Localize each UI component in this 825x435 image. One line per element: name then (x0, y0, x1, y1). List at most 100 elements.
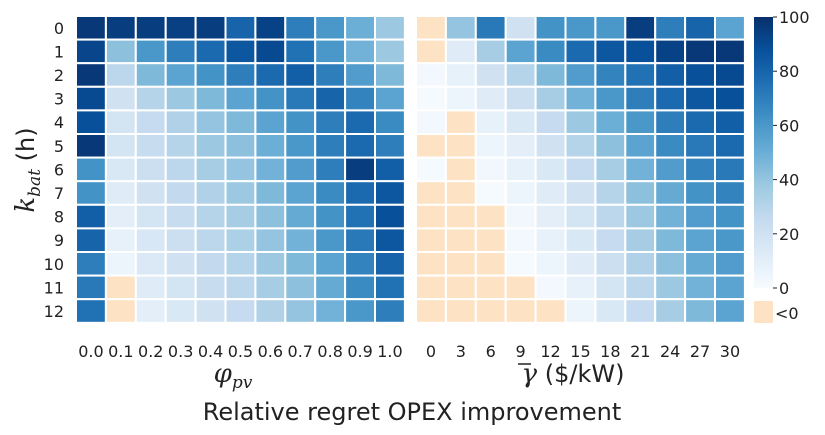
right-cell-r5-c7 (624, 133, 657, 159)
left-cell-r8-c9 (344, 203, 377, 230)
right-cell-r12-c2 (474, 298, 507, 324)
colorbar-tick-label: 40 (779, 171, 799, 190)
left-cell-r0-c7 (284, 15, 317, 41)
right-cell-r4-c9 (684, 109, 716, 136)
left-cell-r0-c9 (344, 15, 377, 41)
right-cell-r3-c4 (534, 85, 567, 112)
left-cell-r3-c2 (134, 85, 167, 112)
left-cell-r4-c10 (374, 109, 406, 136)
left-cell-r0-c10 (374, 15, 406, 41)
left-cell-r7-c0 (75, 180, 107, 206)
colorbar-tick-label: 60 (779, 116, 799, 135)
left-cell-r12-c9 (344, 298, 377, 324)
left-cell-r5-c6 (254, 133, 287, 159)
right-cell-r0-c8 (654, 15, 687, 41)
right-cell-r5-c2 (474, 133, 507, 159)
row-tick-label: 6 (54, 160, 64, 179)
right-cell-r12-c5 (564, 298, 597, 324)
left-cell-r12-c7 (284, 298, 317, 324)
left-cell-r3-c0 (75, 85, 107, 112)
left-cell-r5-c10 (374, 133, 406, 159)
left-cell-r11-c7 (284, 274, 317, 301)
right-cell-r0-c3 (504, 15, 537, 41)
left-cell-r9-c10 (374, 227, 406, 253)
left-cell-r7-c9 (344, 180, 377, 206)
left-cell-r7-c10 (374, 180, 406, 206)
right-cell-r11-c5 (564, 274, 597, 301)
right-cell-r12-c4 (534, 298, 567, 324)
left-cell-r6-c3 (164, 156, 197, 183)
left-x-axis-label: φpv (214, 359, 253, 393)
left-cell-r2-c10 (374, 62, 406, 88)
right-cell-r10-c5 (564, 251, 597, 277)
left-column-tick-label: 0.0 (78, 342, 103, 361)
left-cell-r6-c2 (134, 156, 167, 183)
left-cell-r8-c2 (134, 203, 167, 230)
left-cell-r12-c5 (224, 298, 257, 324)
right-cell-r7-c8 (654, 180, 687, 206)
left-cell-r1-c4 (194, 38, 227, 65)
right-cell-r4-c4 (534, 109, 567, 136)
left-cell-r1-c2 (134, 38, 167, 65)
left-column-tick-label: 0.5 (228, 342, 253, 361)
row-tick-label: 12 (44, 302, 64, 321)
left-cell-r10-c8 (314, 251, 347, 277)
right-cell-r6-c6 (594, 156, 627, 183)
left-cell-r12-c8 (314, 298, 347, 324)
right-cell-r6-c4 (534, 156, 567, 183)
right-cell-r12-c3 (504, 298, 537, 324)
left-x-axis-label-sub: pv (232, 373, 253, 393)
right-cell-r11-c7 (624, 274, 657, 301)
left-cell-r9-c1 (104, 227, 137, 253)
right-cell-r0-c0 (415, 15, 447, 41)
left-cell-r11-c10 (374, 274, 406, 301)
right-cell-r7-c6 (594, 180, 627, 206)
right-cell-r11-c6 (594, 274, 627, 301)
right-cell-r9-c4 (534, 227, 567, 253)
right-cell-r2-c3 (504, 62, 537, 88)
left-cell-r5-c4 (194, 133, 227, 159)
right-cell-r12-c6 (594, 298, 627, 324)
left-cell-r4-c6 (254, 109, 287, 136)
left-cell-r8-c3 (164, 203, 197, 230)
left-cell-r2-c1 (104, 62, 137, 88)
left-cell-r11-c4 (194, 274, 227, 301)
left-cell-r9-c3 (164, 227, 197, 253)
left-cell-r9-c9 (344, 227, 377, 253)
right-cell-r3-c6 (594, 85, 627, 112)
left-cell-r2-c2 (134, 62, 167, 88)
left-cell-r10-c5 (224, 251, 257, 277)
left-cell-r3-c6 (254, 85, 287, 112)
right-cell-r3-c3 (504, 85, 537, 112)
right-column-tick-label: 27 (690, 342, 710, 361)
right-cell-r8-c1 (444, 203, 477, 230)
left-cell-r6-c8 (314, 156, 347, 183)
right-column-tick-label: 30 (720, 342, 740, 361)
left-column-tick-label: 1.0 (377, 342, 402, 361)
row-tick-label: 10 (44, 255, 64, 274)
right-cell-r1-c1 (444, 38, 477, 65)
right-cell-r9-c10 (714, 227, 746, 253)
left-cell-r7-c5 (224, 180, 257, 206)
right-cell-r8-c10 (714, 203, 746, 230)
left-cell-r12-c4 (194, 298, 227, 324)
left-cell-r0-c3 (164, 15, 197, 41)
right-cell-r3-c10 (714, 85, 746, 112)
right-cell-r0-c4 (534, 15, 567, 41)
right-cell-r4-c5 (564, 109, 597, 136)
left-cell-r7-c1 (104, 180, 137, 206)
left-cell-r12-c10 (374, 298, 406, 324)
colorbar-negative-label: <0 (775, 304, 799, 323)
right-cell-r5-c0 (415, 133, 447, 159)
row-tick-label: 0 (54, 19, 64, 38)
left-cell-r4-c1 (104, 109, 137, 136)
right-cell-r1-c6 (594, 38, 627, 65)
left-cell-r2-c7 (284, 62, 317, 88)
left-cell-r10-c1 (104, 251, 137, 277)
left-cell-r8-c1 (104, 203, 137, 230)
left-cell-r2-c5 (224, 62, 257, 88)
right-cell-r4-c6 (594, 109, 627, 136)
left-cell-r3-c7 (284, 85, 317, 112)
right-column-tick-label: 21 (630, 342, 650, 361)
